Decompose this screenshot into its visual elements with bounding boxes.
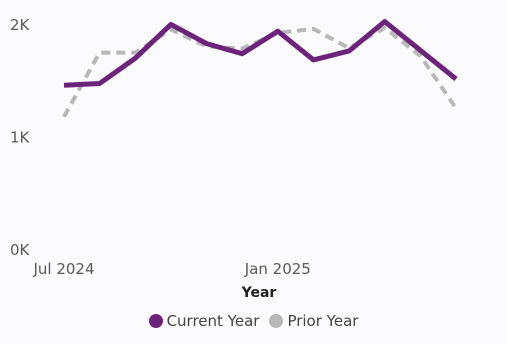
legend-item[interactable]: Prior Year <box>269 312 358 330</box>
chart-legend: Current Year Prior Year <box>0 312 507 330</box>
series-layer <box>62 19 458 118</box>
x-tick-label: Jan 2025 <box>244 260 311 278</box>
y-axis: 0K 1K 2K <box>10 16 31 259</box>
x-axis-title: Year <box>241 285 277 301</box>
series-line-current-year[interactable] <box>63 19 458 88</box>
legend-swatch-icon <box>269 314 284 328</box>
legend-label: Current Year <box>166 312 260 330</box>
y-tick-label: 2K <box>10 16 31 34</box>
x-axis: Jul 2024 Jan 2025 <box>32 260 310 278</box>
y-tick-label: 1K <box>10 129 31 147</box>
legend-item[interactable]: Current Year <box>148 312 260 330</box>
y-tick-label: 0K <box>10 241 31 259</box>
legend-swatch-icon <box>148 314 163 328</box>
x-tick-label: Jul 2024 <box>32 260 94 278</box>
legend-label: Prior Year <box>287 312 359 330</box>
